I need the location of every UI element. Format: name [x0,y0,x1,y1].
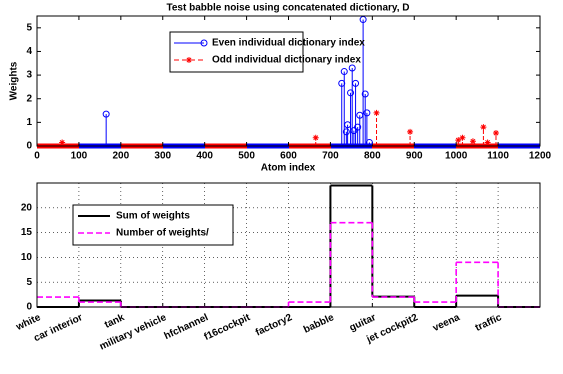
stem-marker [342,128,350,136]
stem-marker [348,64,356,72]
x-tick-label: 700 [322,151,339,162]
stem-marker [340,68,348,76]
x-tick-label: 500 [238,151,255,162]
x-tick-label: 100 [71,151,88,162]
stem-marker [492,130,499,136]
legend-label: Even individual dictionary index [212,38,365,49]
stem-marker [354,123,362,131]
x-tick-label: 200 [112,151,129,162]
stem-marker [102,110,110,118]
legend-label: Sum of weights [116,211,190,222]
y-axis-label: Weights [9,61,20,100]
x-tick-label: 1100 [487,151,509,162]
y-tick-label: 0 [26,141,32,152]
stem-marker [359,16,367,24]
legend-label: Odd individual dictionary index [212,55,361,66]
x-tick-label: 1000 [445,151,468,162]
x-tick-label: 800 [364,151,381,162]
stem-marker [350,127,358,135]
y-tick-label: 5 [26,277,32,288]
y-tick-label: 20 [21,202,33,213]
stem-marker [352,79,360,87]
y-tick-label: 5 [26,22,32,33]
stem-marker [365,138,373,146]
y-tick-label: 1 [26,117,32,128]
legend-box [169,31,304,73]
stem-marker [407,128,414,135]
x-tick-label: 900 [406,151,423,162]
x-tick-label: 1200 [529,151,552,162]
x-tick-label: 0 [34,151,40,162]
stem-marker [480,124,487,131]
x-tick-label: 600 [280,151,297,162]
x-tick-label: 400 [196,151,213,162]
stem-marker [361,90,369,98]
stem-marker [455,137,462,144]
stem-marker [347,89,355,97]
legend-label: Number of weights/ [116,228,209,239]
y-tick-label: 10 [21,252,33,263]
stem-marker [373,109,380,116]
stem-marker [459,134,466,141]
y-tick-label: 3 [26,70,32,81]
chart-title: Test babble noise using concatenated dic… [166,3,409,14]
legend-box [72,204,234,246]
legend-marker [200,39,208,47]
x-axis-label: Atom index [261,163,316,174]
stem-marker [312,134,319,141]
x-tick-label: 300 [154,151,171,162]
stem-marker [363,109,371,117]
y-tick-label: 2 [26,93,32,104]
legend-marker [186,57,192,63]
stem-marker [59,139,66,146]
y-tick-label: 4 [26,46,32,57]
y-tick-label: 15 [21,227,33,238]
stem-marker [484,139,491,146]
y-tick-label: 0 [26,302,32,313]
axes-frame [36,15,541,147]
axes-frame [36,182,541,308]
stem-marker [469,138,476,145]
